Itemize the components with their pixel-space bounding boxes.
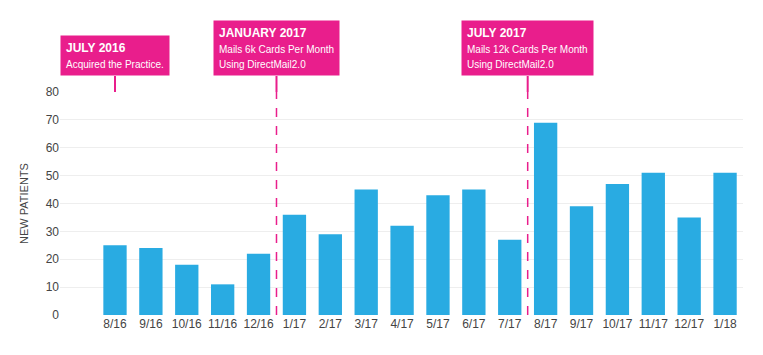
svg-text:11/16: 11/16 — [208, 317, 237, 331]
svg-text:12/16: 12/16 — [244, 317, 274, 331]
svg-text:8/17: 8/17 — [534, 317, 558, 331]
svg-text:JULY 2017Mails 12k Cards Per M: JULY 2017Mails 12k Cards Per MonthUsing … — [467, 26, 588, 70]
svg-text:4/17: 4/17 — [390, 317, 414, 331]
svg-text:10: 10 — [46, 280, 60, 294]
svg-text:7/17: 7/17 — [498, 317, 522, 331]
svg-text:5/17: 5/17 — [426, 317, 450, 331]
svg-text:3/17: 3/17 — [355, 317, 379, 331]
svg-text:20: 20 — [46, 252, 60, 266]
svg-text:80: 80 — [46, 85, 60, 99]
svg-text:JANUARY 2017Mails 6k Cards Per: JANUARY 2017Mails 6k Cards Per MonthUsin… — [219, 26, 334, 70]
svg-text:10/16: 10/16 — [172, 317, 202, 331]
svg-text:NEW PATIENTS: NEW PATIENTS — [18, 163, 30, 244]
svg-text:70: 70 — [46, 113, 60, 127]
svg-text:9/16: 9/16 — [139, 317, 163, 331]
svg-text:12/17: 12/17 — [674, 317, 704, 331]
svg-text:JULY 2016Acquired the Practice: JULY 2016Acquired the Practice. — [66, 41, 164, 70]
svg-text:0: 0 — [52, 308, 59, 322]
svg-text:6/17: 6/17 — [462, 317, 486, 331]
svg-text:1/17: 1/17 — [283, 317, 307, 331]
svg-text:30: 30 — [46, 225, 60, 239]
svg-text:50: 50 — [46, 169, 60, 183]
svg-text:11/17: 11/17 — [639, 317, 668, 331]
svg-text:8/16: 8/16 — [103, 317, 127, 331]
svg-text:10/17: 10/17 — [602, 317, 632, 331]
svg-text:1/18: 1/18 — [713, 317, 737, 331]
svg-text:9/17: 9/17 — [570, 317, 594, 331]
svg-text:60: 60 — [46, 141, 60, 155]
svg-text:2/17: 2/17 — [319, 317, 343, 331]
svg-text:40: 40 — [46, 197, 60, 211]
